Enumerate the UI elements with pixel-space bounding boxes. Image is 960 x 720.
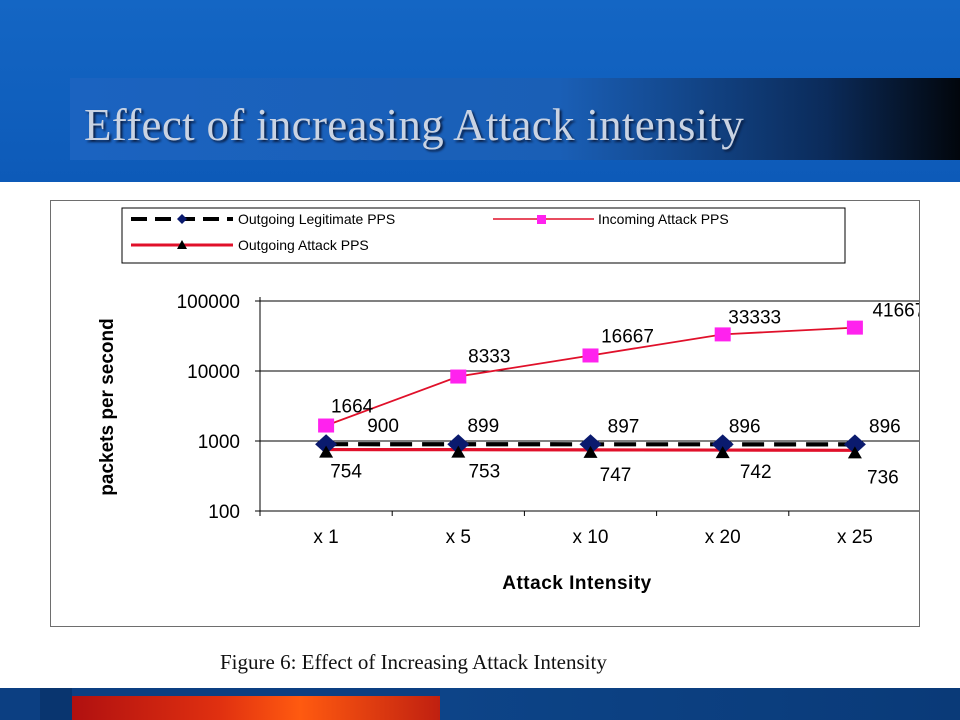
data-label-outgoing-legitimate: 897 xyxy=(608,416,640,437)
legend-box xyxy=(121,207,846,264)
legend: Outgoing Legitimate PPS Incoming Attack … xyxy=(121,207,846,264)
marker-outgoing-attack xyxy=(847,446,862,459)
data-label-outgoing-attack: 753 xyxy=(468,462,500,483)
data-label-outgoing-attack: 736 xyxy=(867,467,899,488)
data-label-outgoing-legitimate: 900 xyxy=(367,416,399,437)
data-label-incoming-attack: 16667 xyxy=(601,326,654,347)
data-label-outgoing-attack: 742 xyxy=(740,462,772,483)
figure-frame: Outgoing Legitimate PPS Incoming Attack … xyxy=(50,200,920,627)
legend-label-outgoing: Outgoing Attack PPS xyxy=(238,237,369,253)
x-tick-label: x 25 xyxy=(837,527,873,548)
marker-outgoing-legitimate xyxy=(315,434,338,455)
x-tick-label: x 10 xyxy=(573,527,609,548)
plot-area: 100 1000 10000 100000 x 1 x 5 x 10 x 20 x 25 900 8… xyxy=(177,292,919,548)
marker-outgoing-attack xyxy=(319,445,334,458)
legend-marker-incoming xyxy=(537,215,546,224)
y-tick-label: 10000 xyxy=(187,362,240,383)
x-tick-label: x 5 xyxy=(446,527,471,548)
figure-caption: Figure 6: Effect of Increasing Attack In… xyxy=(220,650,607,674)
marker-outgoing-legitimate xyxy=(447,434,470,455)
marker-outgoing-attack xyxy=(583,445,598,458)
series-line-incoming-attack xyxy=(325,326,855,427)
data-label-incoming-attack: 33333 xyxy=(728,307,781,328)
marker-outgoing-legitimate xyxy=(579,434,602,455)
legend-label-incoming: Incoming Attack PPS xyxy=(598,211,729,227)
data-label-incoming-attack: 8333 xyxy=(468,347,510,368)
marker-incoming-attack xyxy=(450,369,467,384)
legend-label-legit: Outgoing Legitimate PPS xyxy=(238,211,395,227)
footer-accent xyxy=(72,696,440,720)
x-tick-label: x 1 xyxy=(313,527,338,548)
x-axis-title: Attack Intensity xyxy=(502,573,651,594)
x-tick-label: x 20 xyxy=(705,527,741,548)
footer-fade xyxy=(440,688,960,720)
chart: Outgoing Legitimate PPS Incoming Attack … xyxy=(97,207,919,594)
title-band xyxy=(70,78,960,160)
y-tick-label: 100000 xyxy=(177,292,240,313)
data-label-incoming-attack: 1664 xyxy=(331,397,374,418)
data-label-outgoing-attack: 754 xyxy=(330,462,362,483)
slide-title: Effect of increasing Attack intensity xyxy=(84,100,745,150)
data-label-outgoing-legitimate: 896 xyxy=(729,416,761,437)
marker-outgoing-attack xyxy=(715,446,730,459)
data-label-outgoing-legitimate: 896 xyxy=(869,416,901,437)
marker-incoming-attack xyxy=(582,348,599,363)
marker-outgoing-legitimate xyxy=(843,434,866,455)
data-label-outgoing-attack: 747 xyxy=(600,465,632,486)
marker-incoming-attack xyxy=(714,327,731,342)
y-tick-label: 1000 xyxy=(198,432,240,453)
marker-outgoing-attack xyxy=(451,445,466,458)
marker-outgoing-legitimate xyxy=(711,434,734,455)
footer-accent-dark xyxy=(40,688,72,720)
y-tick-label: 100 xyxy=(208,502,240,523)
marker-incoming-attack xyxy=(846,320,863,335)
marker-incoming-attack xyxy=(318,418,335,433)
legend-marker-outgoing xyxy=(177,240,187,249)
y-axis-title: packets per second xyxy=(97,318,118,495)
legend-marker-legit xyxy=(177,214,187,224)
data-label-outgoing-legitimate: 899 xyxy=(467,416,499,437)
